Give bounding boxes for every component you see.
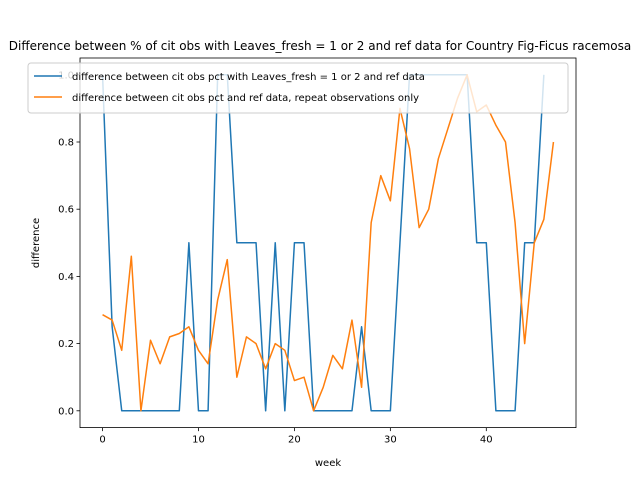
series-line-1 — [101, 74, 545, 412]
x-axis: 0 10 20 30 40 — [99, 427, 493, 446]
legend-label-2: difference between cit obs pct and ref d… — [72, 93, 419, 104]
legend: difference between cit obs pct with Leav… — [27, 62, 569, 114]
y-tick-label: 0.0 — [58, 406, 74, 417]
legend-box — [27, 62, 569, 114]
x-tick-label: 40 — [480, 435, 493, 446]
chart-title: Difference between % of cit obs with Lea… — [9, 39, 631, 53]
plot-frame — [79, 57, 577, 429]
y-axis-label: difference — [31, 218, 42, 268]
x-tick-label: 10 — [192, 435, 205, 446]
x-axis-label: week — [315, 458, 341, 469]
y-tick-label: 0.6 — [58, 205, 74, 216]
x-tick-label: 0 — [99, 435, 105, 446]
legend-label-1: difference between cit obs pct with Leav… — [72, 72, 425, 83]
x-tick-label: 30 — [384, 435, 397, 446]
y-tick-label: 0.2 — [58, 339, 74, 350]
y-tick-label: 0.8 — [58, 138, 74, 149]
y-tick-label: 0.4 — [58, 272, 74, 283]
x-tick-label: 20 — [288, 435, 301, 446]
